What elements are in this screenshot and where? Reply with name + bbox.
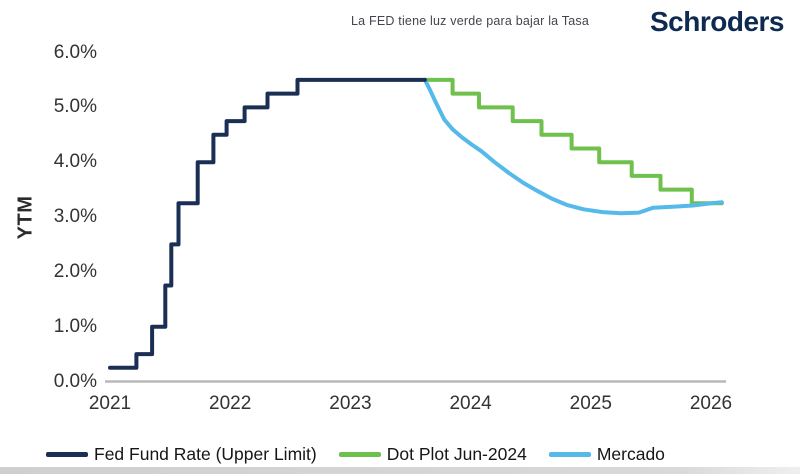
y-tick-label: 5.0% xyxy=(53,96,97,118)
series-line-mercado xyxy=(422,77,724,216)
x-tick-label: 2024 xyxy=(449,393,492,414)
x-tick-label: 2023 xyxy=(329,393,372,414)
legend-label: Fed Fund Rate (Upper Limit) xyxy=(94,444,317,464)
mercado-line-swatch xyxy=(548,452,591,457)
schroders-logo: Schroders xyxy=(650,6,785,37)
legend-item-mercado: Mercado xyxy=(548,444,665,465)
y-tick-label: 1.0% xyxy=(53,315,97,337)
series-line-dot-plot-jun-2024 xyxy=(422,77,724,206)
chart-legend: Fed Fund Rate (Upper Limit) Dot Plot Jun… xyxy=(46,444,665,465)
x-tick-label: 2021 xyxy=(88,393,132,414)
y-tick-label: 2.0% xyxy=(53,260,97,282)
chart-title: La FED tiene luz verde para bajar la Tas… xyxy=(351,14,589,28)
legend-item-dot-plot: Dot Plot Jun-2024 xyxy=(338,444,527,465)
dot-plot-line-swatch xyxy=(338,452,381,457)
x-tick-label: 2026 xyxy=(689,393,733,414)
legend-label: Mercado xyxy=(596,444,665,464)
y-tick-label: 0.0% xyxy=(53,370,97,392)
y-tick-label: 6.0% xyxy=(53,41,97,63)
bottom-divider xyxy=(0,467,800,474)
legend-label: Dot Plot Jun-2024 xyxy=(386,444,527,464)
fed-fund-rate-line-swatch xyxy=(46,452,88,457)
y-tick-label: 3.0% xyxy=(53,206,97,227)
legend-item-fed-fund-rate: Fed Fund Rate (Upper Limit) xyxy=(46,444,317,465)
series-line-fed-fund-rate-upper-limit- xyxy=(108,77,427,370)
x-tick-label: 2022 xyxy=(209,393,252,414)
y-tick-label: 4.0% xyxy=(53,151,97,173)
x-tick-label: 2025 xyxy=(569,393,612,414)
